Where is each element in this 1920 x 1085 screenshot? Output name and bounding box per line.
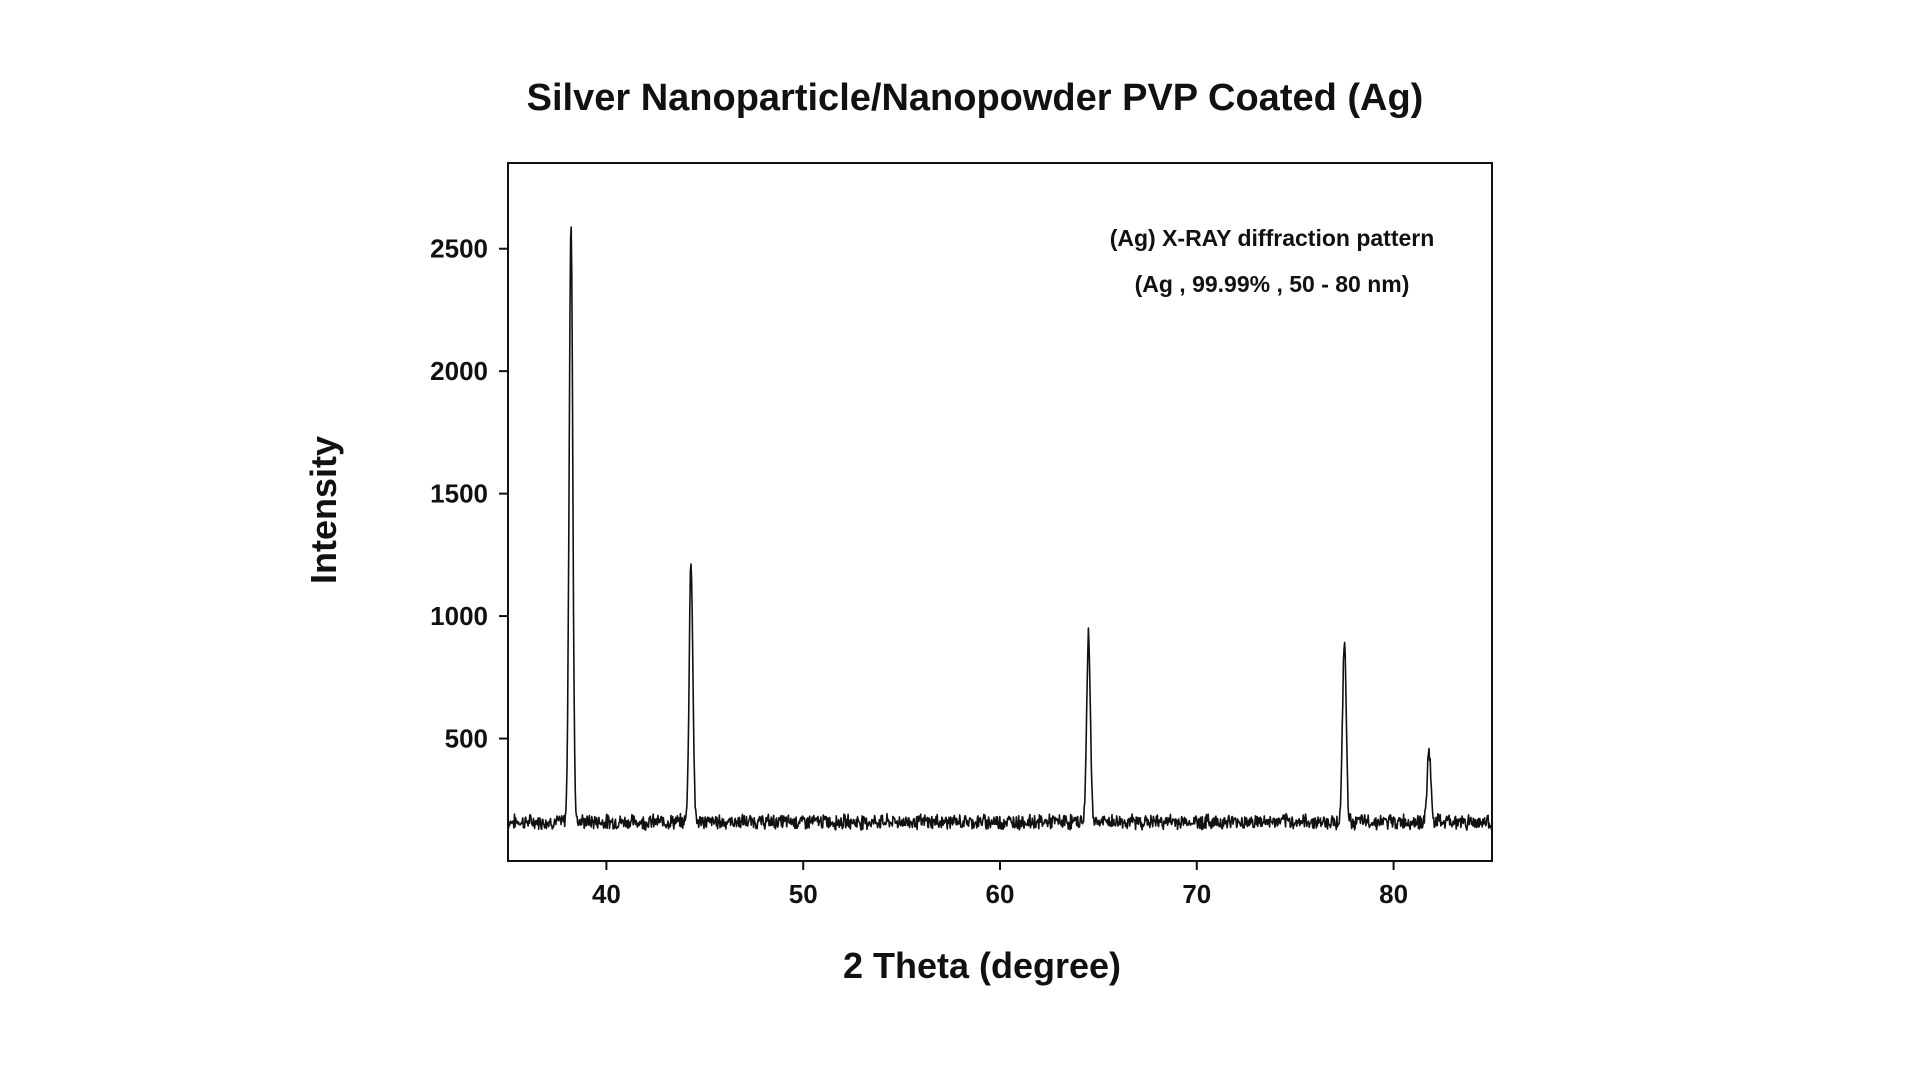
xrd-pattern-line: [507, 226, 1493, 831]
y-tick-label: 1500: [430, 479, 488, 509]
x-tick-label: 70: [1182, 879, 1211, 909]
y-tick-label: 2500: [430, 234, 488, 264]
y-axis-label: Intensity: [303, 436, 344, 584]
x-axis-label: 2 Theta (degree): [843, 945, 1121, 986]
chart-title: Silver Nanoparticle/Nanopowder PVP Coate…: [527, 77, 1424, 119]
x-tick-label: 60: [986, 879, 1015, 909]
x-tick-label: 80: [1379, 879, 1408, 909]
x-axis-ticks: 40 50 60 70 80: [592, 861, 1408, 909]
y-tick-label: 500: [445, 724, 488, 754]
plot-frame: [507, 162, 1493, 862]
y-tick-label: 1000: [430, 601, 488, 631]
y-tick-label: 2000: [430, 356, 488, 386]
x-tick-label: 40: [592, 879, 621, 909]
x-tick-label: 50: [789, 879, 818, 909]
annotation-pattern: (Ag) X-RAY diffraction pattern: [1110, 225, 1435, 251]
annotation-sample: (Ag , 99.99% , 50 - 80 nm): [1135, 271, 1410, 297]
y-axis-ticks: 500 1000 1500 2000 2500: [430, 234, 508, 754]
